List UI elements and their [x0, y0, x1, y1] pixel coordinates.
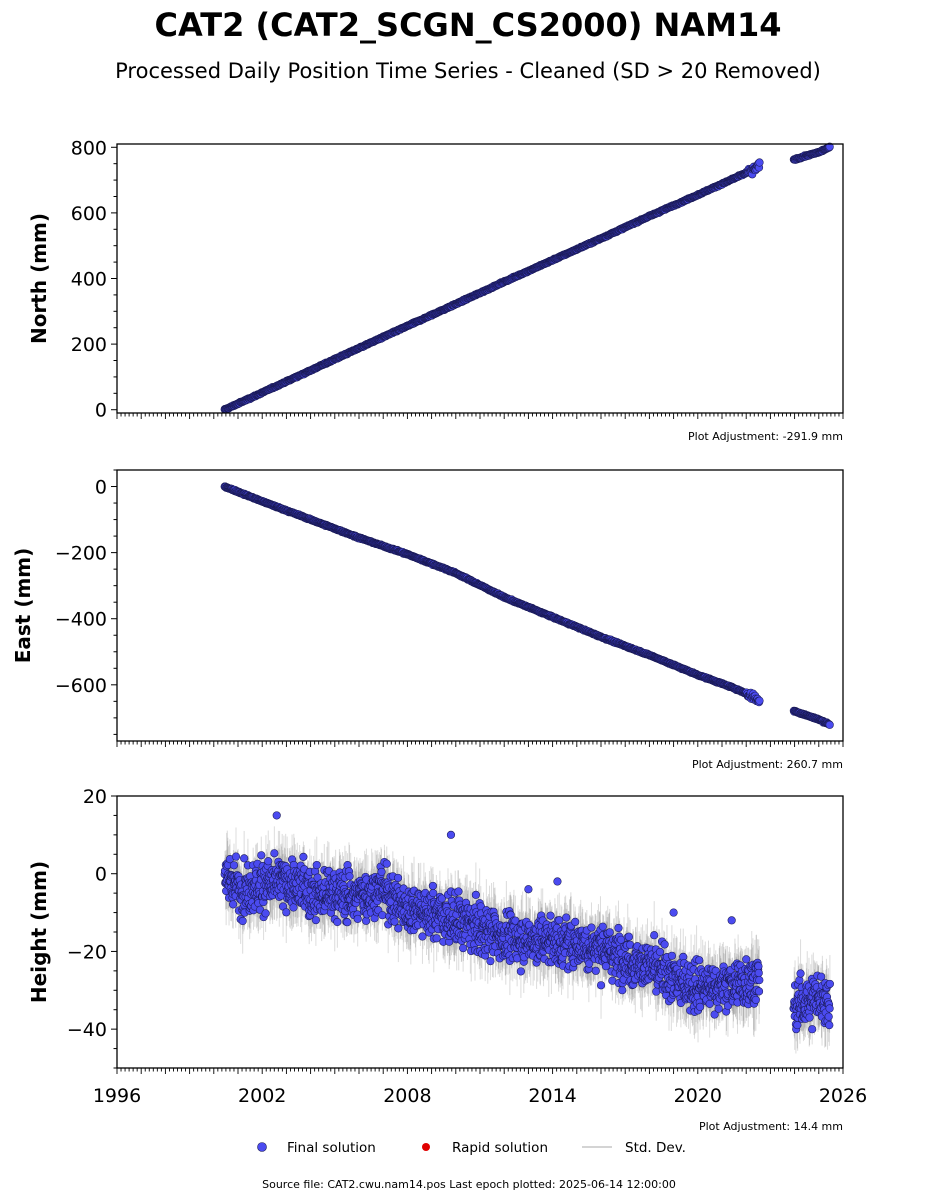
y-tick-label: 400: [71, 269, 107, 291]
final-solution-point: [264, 857, 273, 866]
final-solution-points: [220, 142, 834, 414]
chart-subtitle: Processed Daily Position Time Series - C…: [115, 59, 821, 83]
y-tick-label: 600: [71, 203, 107, 225]
final-solution-points: [220, 811, 834, 1034]
y-tick-label: −400: [55, 609, 107, 631]
final-solution-point: [240, 854, 249, 863]
x-ticks: [116, 413, 844, 419]
final-solution-point: [261, 909, 270, 918]
axes-frame: [116, 469, 844, 742]
final-solution-point: [755, 158, 764, 167]
final-solution-point: [282, 908, 291, 917]
y-tick-label: 0: [95, 400, 107, 422]
plot-area: [220, 811, 834, 1054]
plot-adjustment-note: Plot Adjustment: -291.9 mm: [688, 430, 843, 443]
plot-area: [220, 482, 834, 729]
final-solution-point: [825, 720, 834, 729]
final-solution-point: [229, 900, 238, 909]
y-tick-label: 0: [95, 477, 107, 499]
final-solution-point: [231, 852, 241, 861]
y-tick-label: 200: [71, 334, 107, 356]
final-solution-point: [755, 696, 764, 705]
axes-frame: [116, 143, 844, 414]
north-panel: 0 200 400 600 800 North (mm) Plot Adjustment: …: [27, 137, 844, 443]
x-ticks: [116, 741, 844, 747]
chart-title: CAT2 (CAT2_SCGN_CS2000) NAM14: [155, 6, 782, 44]
y-axis-label: North (mm): [27, 213, 51, 344]
y-tick-label: 800: [71, 137, 107, 159]
y-tick-label: −600: [55, 675, 107, 697]
plot-adjustment-note: Plot Adjustment: 260.7 mm: [692, 758, 843, 771]
final-solution-point: [289, 903, 298, 912]
east-panel: 0 −200 −400 −600 East (mm) Plot Adjustment: 2…: [11, 469, 844, 771]
final-solution-point: [257, 851, 266, 860]
y-tick-label: −200: [55, 543, 107, 565]
final-solution-point: [229, 861, 239, 870]
plot-area: [220, 142, 834, 414]
y-axis-label: East (mm): [11, 548, 35, 664]
final-solution-point: [270, 849, 279, 858]
y-ticks: [111, 469, 117, 735]
final-solution-point: [238, 916, 247, 926]
final-solution-points: [220, 482, 834, 729]
y-ticks: [111, 146, 117, 411]
